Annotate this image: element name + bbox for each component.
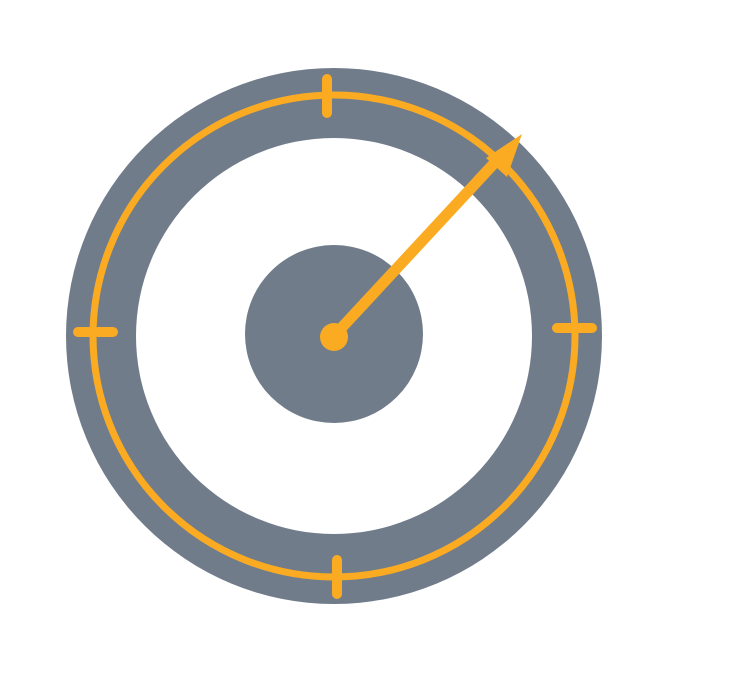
needle xyxy=(320,134,522,351)
needle-pivot xyxy=(320,323,348,351)
needle-shaft xyxy=(328,151,506,342)
needle-tip xyxy=(486,134,522,177)
